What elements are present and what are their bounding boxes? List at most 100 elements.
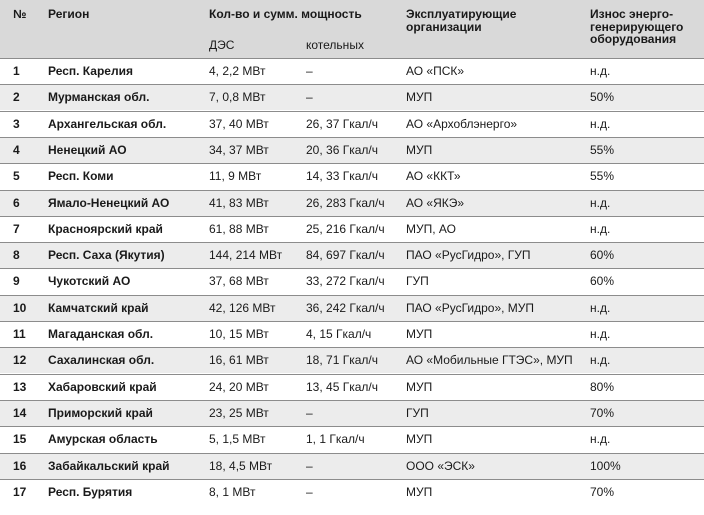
cell-org: АО «Мобильные ГТЭС», МУП: [406, 353, 573, 368]
cell-num: 5: [13, 169, 20, 184]
cell-num: 12: [13, 353, 27, 368]
cell-num: 8: [13, 248, 20, 263]
cell-wear: н.д.: [590, 327, 611, 341]
cell-wear: 55%: [590, 169, 615, 184]
cell-wear: н.д.: [590, 195, 611, 210]
cell-dgs: 144, 214 МВт: [209, 248, 283, 263]
cell-kot: 36, 242 Гкал/ч: [306, 300, 385, 315]
header-capacity-dgs: ДЭС: [209, 38, 235, 52]
table-row: 8 Респ. Саха (Якутия) 144, 214 МВт 84, 697 …: [0, 242, 704, 269]
cell-kot: 84, 697 Гкал/ч: [306, 248, 385, 263]
cell-kot: 14, 33 Гкал/ч: [306, 169, 378, 184]
cell-region: Хабаровский край: [48, 379, 157, 394]
cell-org: МУП: [406, 327, 433, 341]
cell-wear: н.д.: [590, 432, 611, 447]
cell-num: 9: [13, 274, 20, 289]
cell-wear: 55%: [590, 142, 615, 157]
cell-dgs: 61, 88 МВт: [209, 221, 269, 236]
header-region: Регион: [48, 7, 90, 21]
cell-region: Чукотский АО: [48, 274, 131, 289]
cell-org: ГУП: [406, 405, 429, 420]
table-row: 16 Забайкальский край 18, 4,5 МВт – ООО «ЭСК…: [0, 452, 704, 479]
table-row: 6 Ямало-Ненецкий АО 41, 83 МВт 26, 283 Гкал…: [0, 189, 704, 216]
cell-wear: н.д.: [590, 64, 611, 78]
header-wear: Износ энерго- генерирующего оборудования: [590, 7, 684, 46]
cell-region: Респ. Коми: [48, 169, 114, 184]
cell-kot: 13, 45 Гкал/ч: [306, 379, 378, 394]
cell-kot: 33, 272 Гкал/ч: [306, 274, 385, 289]
cell-dgs: 8, 1 МВт: [209, 484, 256, 499]
cell-region: Магаданская обл.: [48, 327, 154, 341]
cell-org: АО «ЯКЭ»: [406, 195, 465, 210]
cell-wear: н.д.: [590, 353, 611, 368]
cell-dgs: 42, 126 МВт: [209, 300, 276, 315]
cell-dgs: 10, 15 МВт: [209, 327, 269, 341]
cell-kot: 26, 283 Гкал/ч: [306, 195, 385, 210]
table-row: 13 Хабаровский край 24, 20 МВт 13, 45 Гкал/…: [0, 373, 704, 400]
cell-kot: 1, 1 Гкал/ч: [306, 432, 365, 447]
cell-region: Архангельская обл.: [48, 116, 167, 131]
cell-org: АО «ККТ»: [406, 169, 461, 184]
cell-num: 16: [13, 458, 27, 473]
cell-dgs: 24, 20 МВт: [209, 379, 269, 394]
cell-kot: 26, 37 Гкал/ч: [306, 116, 378, 131]
cell-org: ООО «ЭСК»: [406, 458, 475, 473]
table-row: 1 Респ. Карелия 4, 2,2 МВт – АО «ПСК» н.д.: [0, 58, 704, 84]
table-row: 7 Красноярский край 61, 88 МВт 25, 216 Гкал…: [0, 215, 704, 242]
cell-org: МУП: [406, 432, 433, 447]
cell-org: МУП, АО: [406, 221, 456, 236]
table-row: 4 Ненецкий АО 34, 37 МВт 20, 36 Гкал/ч МУП 55…: [0, 136, 704, 163]
cell-dgs: 41, 83 МВт: [209, 195, 269, 210]
cell-kot: –: [306, 484, 313, 499]
cell-kot: 4, 15 Гкал/ч: [306, 327, 372, 341]
table-row: 10 Камчатский край 42, 126 МВт 36, 242 Гкал…: [0, 294, 704, 321]
cell-dgs: 4, 2,2 МВт: [209, 64, 266, 78]
cell-org: АО «ПСК»: [406, 64, 465, 78]
cell-org: АО «Архоблэнерго»: [406, 116, 518, 131]
cell-region: Ненецкий АО: [48, 142, 127, 157]
cell-wear: 60%: [590, 274, 615, 289]
table-row: 12 Сахалинская обл. 16, 61 МВт 18, 71 Гкал/…: [0, 347, 704, 374]
cell-num: 17: [13, 484, 27, 499]
header-capacity: Кол-во и сумм. мощность: [209, 7, 362, 21]
table-row: 5 Респ. Коми 11, 9 МВт 14, 33 Гкал/ч АО «ККТ…: [0, 163, 704, 189]
cell-region: Камчатский край: [48, 300, 149, 315]
cell-org: МУП: [406, 484, 433, 499]
cell-wear: 100%: [590, 458, 621, 473]
header-num: №: [13, 7, 27, 21]
cell-org: МУП: [406, 90, 433, 105]
cell-dgs: 34, 37 МВт: [209, 142, 269, 157]
cell-region: Красноярский край: [48, 221, 163, 236]
cell-wear: н.д.: [590, 116, 611, 131]
cell-num: 4: [13, 142, 20, 157]
cell-org: ПАО «РусГидро», ГУП: [406, 248, 531, 263]
cell-wear: 80%: [590, 379, 615, 394]
table-row: 9 Чукотский АО 37, 68 МВт 33, 272 Гкал/ч ГУП…: [0, 268, 704, 294]
cell-wear: н.д.: [590, 300, 611, 315]
cell-dgs: 37, 40 МВт: [209, 116, 269, 131]
table-row: 3 Архангельская обл. 37, 40 МВт 26, 37 Гкал…: [0, 110, 704, 137]
cell-dgs: 37, 68 МВт: [209, 274, 269, 289]
cell-region: Амурская область: [48, 432, 158, 447]
table-row: 11 Магаданская обл. 10, 15 МВт 4, 15 Гкал/ч…: [0, 321, 704, 347]
cell-wear: н.д.: [590, 221, 611, 236]
header-org: Эксплуатирующие организации: [406, 7, 517, 34]
cell-dgs: 7, 0,8 МВт: [209, 90, 266, 105]
cell-region: Приморский край: [48, 405, 153, 420]
cell-num: 6: [13, 195, 20, 210]
cell-dgs: 23, 25 МВт: [209, 405, 269, 420]
cell-dgs: 18, 4,5 МВт: [209, 458, 273, 473]
cell-kot: 18, 71 Гкал/ч: [306, 353, 378, 368]
cell-num: 10: [13, 300, 27, 315]
cell-dgs: 16, 61 МВт: [209, 353, 269, 368]
cell-org: ПАО «РусГидро», МУП: [406, 300, 535, 315]
cell-num: 3: [13, 116, 20, 131]
cell-org: МУП: [406, 142, 433, 157]
cell-num: 1: [13, 64, 20, 78]
cell-num: 7: [13, 221, 20, 236]
cell-kot: –: [306, 405, 313, 420]
cell-kot: –: [306, 458, 313, 473]
table-row: 17 Респ. Бурятия 8, 1 МВт – МУП 70%: [0, 478, 704, 505]
cell-wear: 70%: [590, 484, 615, 499]
